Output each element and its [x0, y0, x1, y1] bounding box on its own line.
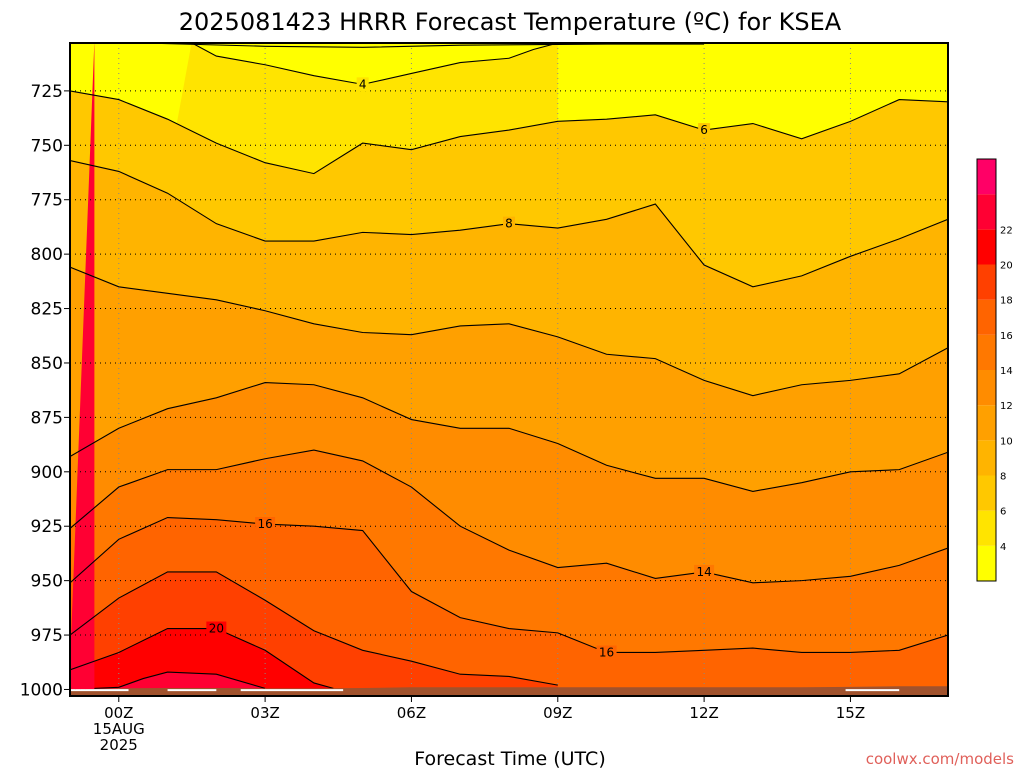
y-tick-label-900: 900 [31, 463, 63, 483]
y-tick-label-1000: 1000 [20, 680, 63, 700]
y-tick-label-975: 975 [31, 626, 63, 646]
x-axis-label: Forecast Time (UTC) [414, 748, 605, 768]
contour-label-bg [255, 517, 276, 532]
contour-label-16: 16 [257, 517, 272, 531]
colorbar-swatch [977, 264, 996, 300]
contour-label-14: 14 [696, 565, 711, 579]
temperature-fill-bands [70, 43, 948, 696]
isotherm-14 [70, 449, 948, 584]
contour-label-bg [698, 123, 711, 138]
colorbar-swatch [977, 370, 996, 406]
y-tick-label-850: 850 [31, 354, 63, 374]
x-tick-label-06Z: 06Z [397, 704, 426, 722]
x-tick-label-00Z: 00Z [104, 704, 133, 722]
contour-label-bg [596, 645, 617, 660]
colorbar-legend: 4 6 8 10 12 14 16 18 20 22 [976, 158, 1013, 582]
x-tick-sublabel: 2025 [100, 736, 138, 754]
y-tick-label-800: 800 [31, 245, 63, 265]
ground-fill [70, 686, 948, 696]
x-tick-label-15Z: 15Z [836, 704, 865, 722]
y-tick-label-875: 875 [31, 408, 63, 428]
x-tick-label-03Z: 03Z [250, 704, 279, 722]
isotherm-18 [70, 571, 558, 686]
contour-label-8: 8 [505, 217, 513, 231]
y-tick-label-775: 775 [31, 191, 63, 211]
isotherm-4 [191, 43, 558, 85]
isotherm-10 [70, 266, 948, 397]
ground-surface [70, 686, 948, 696]
colorbar-tick-label: 6 [1000, 507, 1006, 518]
temperature-band-22 [70, 43, 266, 696]
contour-label-bg [503, 216, 515, 231]
x-tick-label-09Z: 09Z [543, 704, 572, 722]
colorbar-tick-label: 14 [1000, 366, 1013, 377]
plot-frame [69, 42, 949, 697]
x-tick-label-12Z: 12Z [689, 704, 718, 722]
colorbar-swatch [977, 440, 996, 476]
contour-labels: 4 6 8 14 16 16 20 [206, 77, 715, 660]
y-tick-label-750: 750 [31, 136, 63, 156]
colorbar-tick-label: 22 [1000, 225, 1013, 236]
colorbar-swatch [977, 334, 996, 370]
contour-label-bg [356, 77, 369, 92]
colorbar-tick-label: 8 [1000, 472, 1006, 483]
isotherm-22 [94, 671, 266, 689]
contour-label-16: 16 [599, 645, 614, 659]
isotherm-contours [70, 43, 948, 689]
plot-area [70, 43, 948, 696]
isotherm-6 [70, 90, 948, 175]
isotherm-16 [70, 516, 948, 654]
isotherm-2 [143, 43, 705, 48]
contour-label-4: 4 [359, 77, 367, 91]
y-axis: 725 750 775 800 825 850 875 900 925 950 975 1000 [20, 82, 70, 700]
chart-title: 2025081423 HRRR Forecast Temperature (ºC… [179, 8, 842, 36]
colorbar-swatch [977, 510, 996, 546]
colorbar-swatch [977, 475, 996, 511]
contour-label-bg [694, 564, 715, 579]
contour-label-6: 6 [700, 123, 708, 137]
colorbar-tick-label: 4 [1000, 542, 1006, 553]
x-tick-sublabel: 15AUG [93, 720, 145, 738]
y-tick-label-725: 725 [31, 82, 63, 102]
credit-text: coolwx.com/models [866, 750, 1014, 768]
colorbar-swatch [977, 194, 996, 230]
y-tick-label-950: 950 [31, 572, 63, 592]
colorbar-swatch [977, 229, 996, 265]
isotherm-12 [70, 382, 948, 492]
colorbar-swatch [977, 299, 996, 335]
colorbar-swatch [977, 545, 996, 581]
contour-label-bg [206, 621, 227, 636]
y-tick-label-825: 825 [31, 300, 63, 320]
colorbar-tick-label: 10 [1000, 436, 1013, 447]
colorbar-swatch [977, 405, 996, 441]
y-tick-label-925: 925 [31, 517, 63, 537]
colorbar-frame [976, 158, 997, 582]
colorbar-tick-label: 12 [1000, 401, 1013, 412]
colorbar-tick-label: 20 [1000, 261, 1013, 272]
temperature-band-20 [70, 628, 334, 696]
contour-label-20: 20 [209, 622, 224, 636]
colorbar-tick-label: 16 [1000, 331, 1013, 342]
colorbar-swatch [977, 159, 996, 195]
colorbar-tick-label: 18 [1000, 296, 1013, 307]
